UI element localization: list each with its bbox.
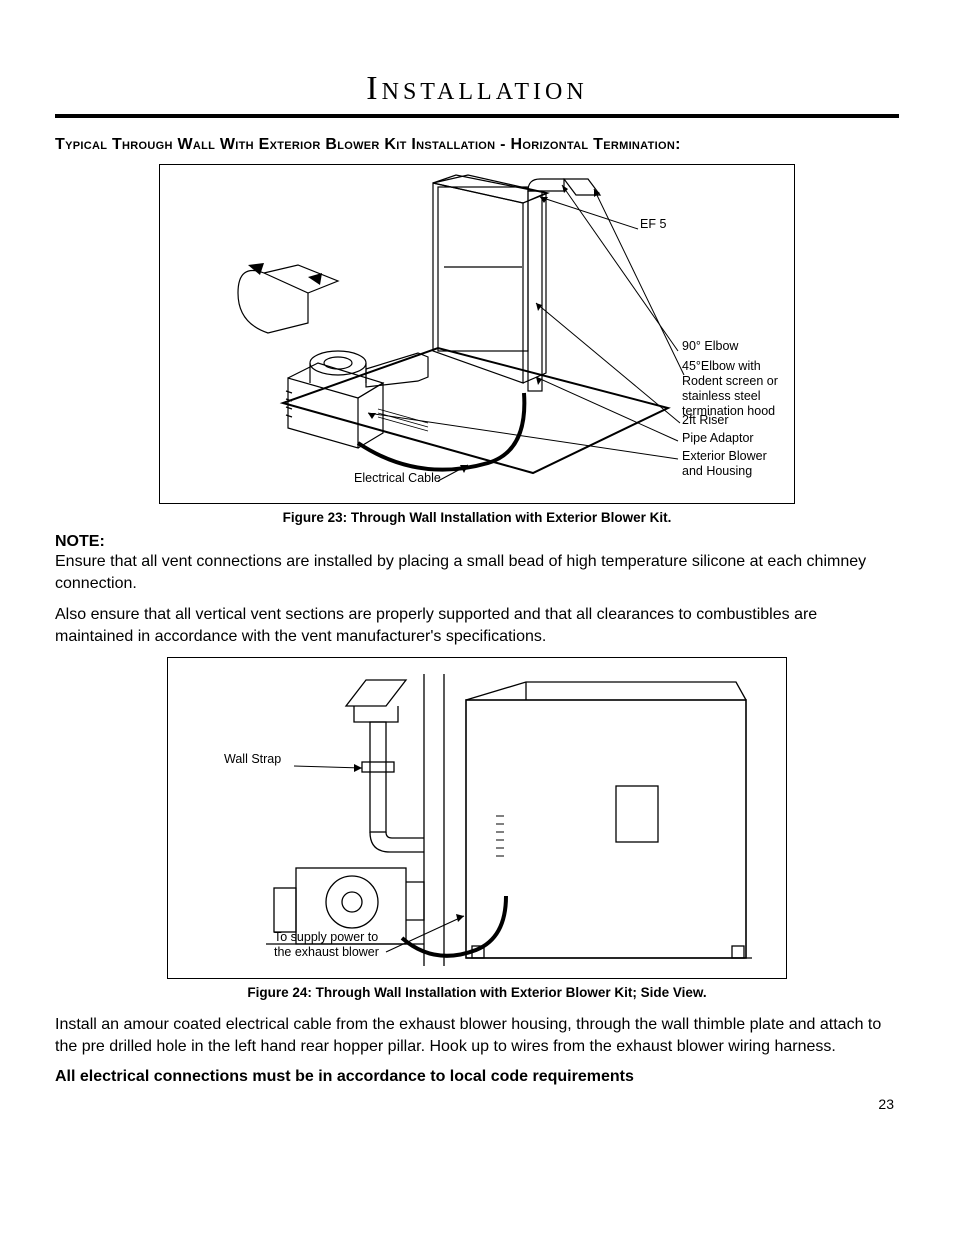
body-p1: Install an amour coated electrical cable…	[55, 1014, 899, 1057]
callout-elbow45: 45°Elbow with Rodent screen or stainless…	[682, 359, 792, 419]
note-block: NOTE: Ensure that all vent connections a…	[55, 533, 899, 647]
title-rule	[55, 114, 899, 118]
page-number: 23	[878, 1096, 894, 1112]
note-p1: Ensure that all vent connections are ins…	[55, 551, 899, 594]
page-title: Installation	[55, 70, 899, 108]
callout-riser: 2ft Riser	[682, 413, 729, 428]
note-heading: NOTE:	[55, 533, 105, 550]
callout-power: To supply power to the exhaust blower	[274, 930, 394, 960]
figure-23-caption: Figure 23: Through Wall Installation wit…	[55, 510, 899, 525]
section-subheading: Typical Through Wall With Exterior Blowe…	[55, 136, 899, 154]
callout-wallstrap: Wall Strap	[224, 752, 281, 767]
figure-23: EF 5 90° Elbow 45°Elbow with Rodent scre…	[159, 164, 795, 504]
callout-elbow90: 90° Elbow	[682, 339, 738, 354]
figure-24: Wall Strap To supply power to the exhaus…	[167, 657, 787, 979]
callout-cable: Electrical Cable	[354, 471, 441, 486]
document-page: Installation Typical Through Wall With E…	[0, 0, 954, 1136]
body-p2-bold: All electrical connections must be in ac…	[55, 1068, 899, 1086]
callout-blower: Exterior Blower and Housing	[682, 449, 782, 479]
callout-ef5: EF 5	[640, 217, 666, 232]
callout-adaptor: Pipe Adaptor	[682, 431, 754, 446]
figure-24-caption: Figure 24: Through Wall Installation wit…	[55, 985, 899, 1000]
note-p2: Also ensure that all vertical vent secti…	[55, 604, 899, 647]
figure-24-diagram	[176, 666, 780, 972]
